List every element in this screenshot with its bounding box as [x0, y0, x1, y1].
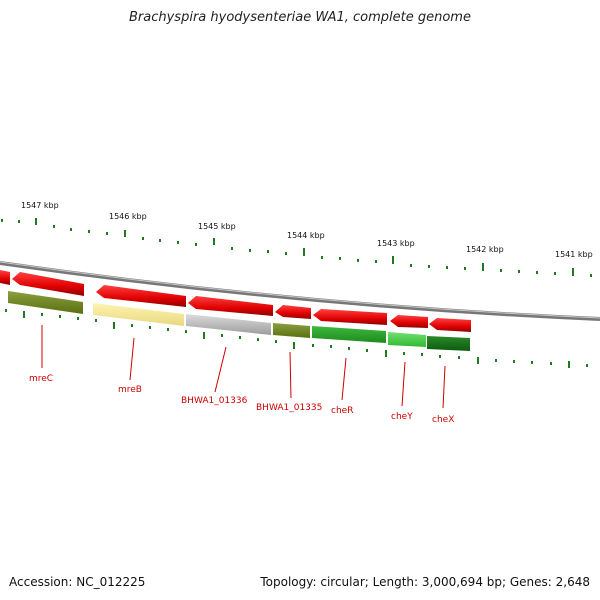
lower-scale-ticks: [5, 309, 588, 368]
cds-arrow[interactable]: [275, 305, 311, 319]
gene-label-cheY[interactable]: cheY: [391, 412, 413, 422]
cds-arrow[interactable]: [0, 270, 10, 285]
map-title: Brachyspira hyodysenteriae WA1, complete…: [129, 10, 471, 25]
scale-label-1541: 1541 kbp: [555, 250, 593, 259]
scale-label-1544: 1544 kbp: [287, 231, 325, 240]
scale-label-1545: 1545 kbp: [198, 222, 236, 231]
gene-bar-cheY[interactable]: [388, 332, 426, 347]
scale-label-1547: 1547 kbp: [21, 201, 59, 210]
gene-label-BHWA1_01335[interactable]: BHWA1_01335: [256, 403, 322, 413]
gene-label-cheX[interactable]: cheX: [432, 415, 454, 425]
cds-features: [0, 270, 471, 332]
cds-arrow[interactable]: [313, 309, 387, 325]
genome-backbone: [0, 261, 600, 321]
cds-arrow[interactable]: [429, 318, 471, 332]
scale-label-1542: 1542 kbp: [466, 245, 504, 254]
scale-label-1546: 1546 kbp: [109, 212, 147, 221]
gene-bar-BHWA1_01336[interactable]: [186, 314, 271, 335]
gene-bar-BHWA1_01335[interactable]: [273, 323, 310, 338]
gene-label-cheR[interactable]: cheR: [331, 406, 353, 416]
gene-label-BHWA1_01336[interactable]: BHWA1_01336: [181, 396, 248, 406]
scale-label-1543: 1543 kbp: [377, 239, 415, 248]
label-leader-lines: [41, 325, 446, 409]
cds-arrow[interactable]: [96, 285, 186, 307]
gene-bar-cheR[interactable]: [312, 326, 386, 343]
gene-features: [8, 291, 470, 351]
gene-label-mreB[interactable]: mreB: [118, 385, 142, 395]
cds-arrow[interactable]: [390, 315, 428, 328]
cds-arrow[interactable]: [188, 296, 273, 316]
cds-arrow[interactable]: [12, 272, 84, 296]
gene-label-mreC[interactable]: mreC: [29, 374, 53, 384]
gene-bar-cheX[interactable]: [427, 336, 470, 351]
upper-scale-ticks: [1, 218, 592, 277]
gene-bar-mreB[interactable]: [93, 303, 184, 326]
accession-text: Accession: NC_012225: [9, 575, 146, 589]
gene-bar-mreC[interactable]: [8, 291, 83, 314]
genome-summary-text: Topology: circular; Length: 3,000,694 bp…: [260, 575, 590, 589]
